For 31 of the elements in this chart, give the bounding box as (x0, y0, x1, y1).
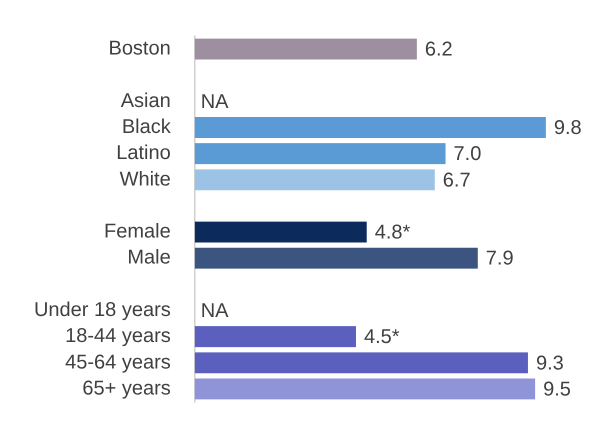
y-tick-label: Male (127, 246, 171, 269)
data-label: 9.8 (554, 117, 582, 140)
bar (194, 38, 417, 60)
data-label: 7.0 (454, 143, 482, 166)
data-label: 9.5 (543, 378, 571, 400)
bar (194, 378, 536, 400)
data-label: 7.9 (486, 248, 514, 270)
bar (194, 143, 446, 164)
data-label: 4.5* (364, 326, 400, 348)
bar (194, 352, 528, 374)
data-label: 6.2 (424, 38, 453, 61)
bar (194, 222, 367, 243)
y-tick-label: 45-64 years (65, 351, 171, 374)
y-tick-label: Asian (120, 90, 171, 112)
y-tick-label: Female (104, 220, 171, 243)
data-label: 9.3 (536, 352, 564, 374)
bar (194, 169, 435, 190)
bar (194, 326, 356, 348)
y-tick-label: Under 18 years (34, 299, 171, 322)
y-tick-label: Boston (108, 38, 171, 60)
text: NA (200, 300, 229, 322)
y-tick-label: 18-44 years (65, 325, 171, 348)
y-tick-label: 65+ years (82, 377, 171, 400)
y-tick-label: White (120, 168, 171, 190)
text: NA (200, 90, 229, 113)
data-label: 6.7 (442, 169, 471, 192)
bar (194, 117, 546, 138)
y-tick-label: Black (122, 116, 172, 138)
bar (194, 248, 478, 269)
data-label: 4.8* (374, 222, 411, 244)
y-tick-label: Latino (116, 142, 171, 164)
